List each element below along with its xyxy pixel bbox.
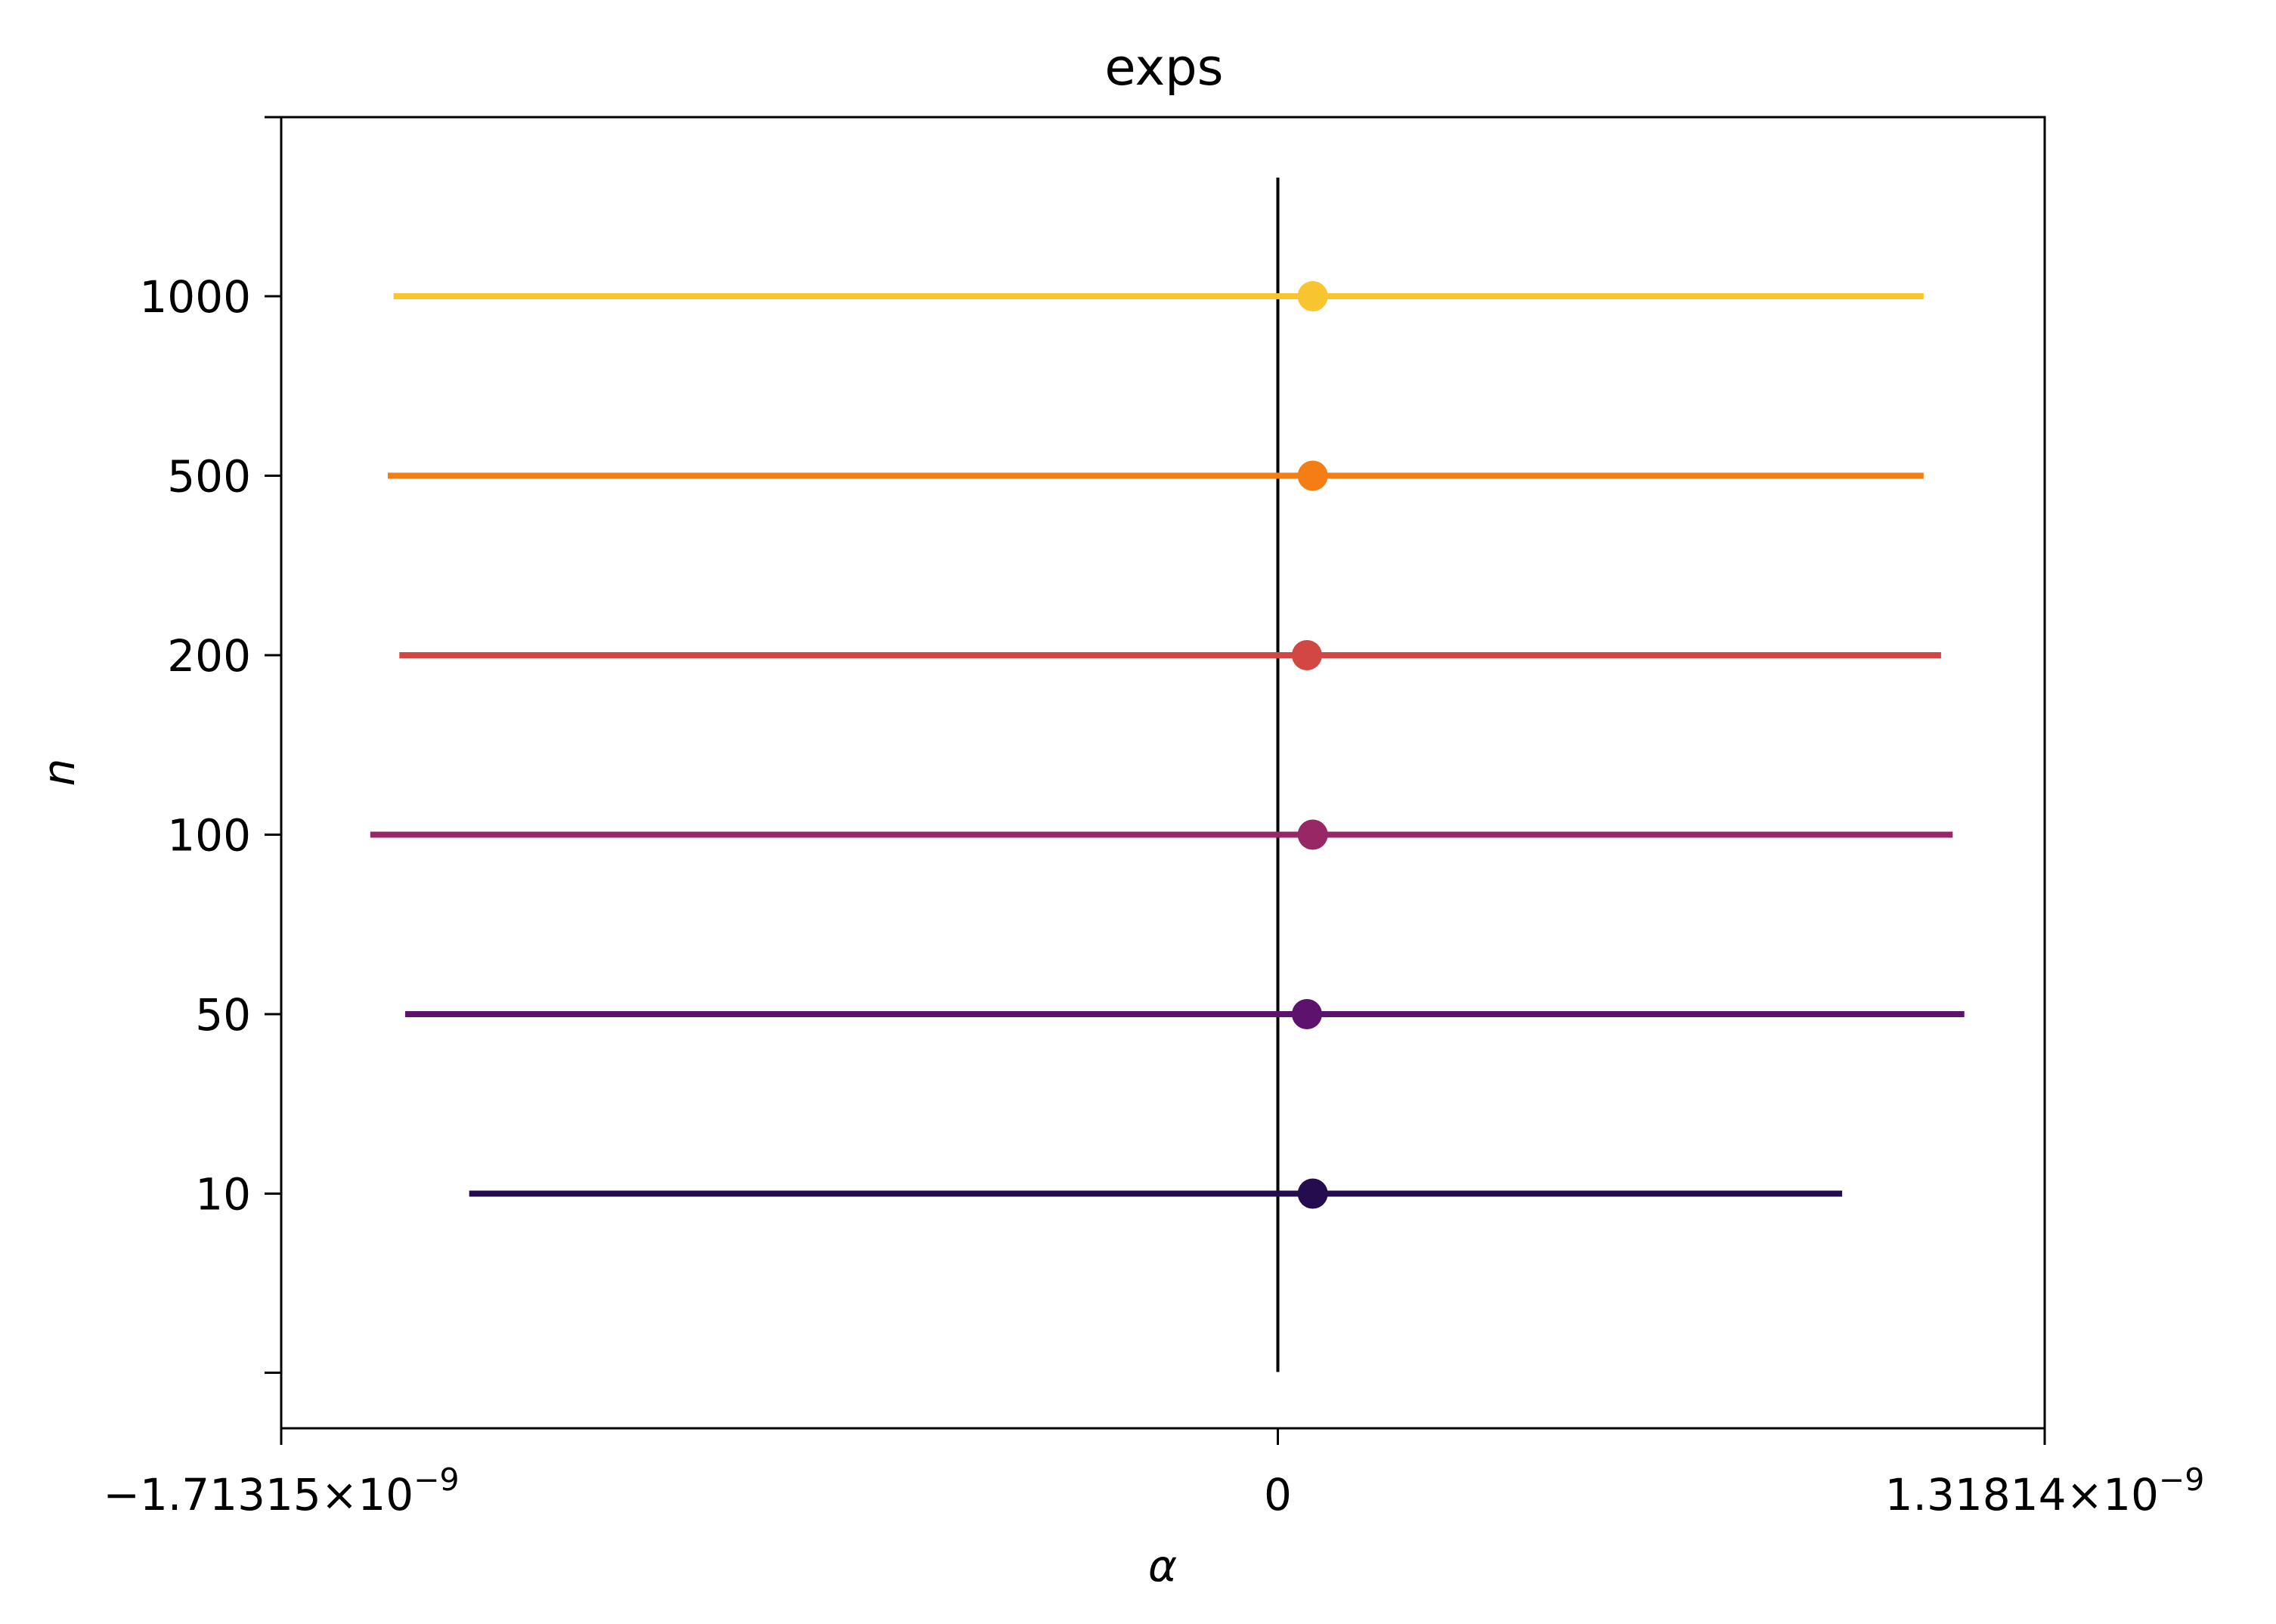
x-tick-label: 0 (1264, 1469, 1292, 1520)
y-tick-label: 10 (195, 1169, 251, 1220)
y-axis: 10 50 100 200 500 1000 (139, 116, 281, 1374)
plot-content (370, 178, 1965, 1372)
y-tick-label: 50 (195, 989, 251, 1041)
y-tick-label: 200 (167, 630, 251, 682)
center-point-50 (1291, 999, 1322, 1029)
center-point-100 (1297, 819, 1328, 850)
y-axis-title: n (33, 759, 85, 787)
chart-title: exps (1104, 38, 1223, 97)
x-tick-label: 1.31814×10−9 (1885, 1462, 2205, 1520)
plot-frame (280, 116, 2046, 1430)
center-point-200 (1291, 640, 1322, 670)
center-point-1000 (1297, 281, 1328, 311)
x-axis: −1.71315×10−9 0 1.31814×10−9 (103, 1428, 2204, 1520)
y-tick-label: 1000 (139, 271, 251, 323)
x-axis-title: α (1148, 1540, 1177, 1592)
y-tick-label: 500 (167, 451, 251, 503)
x-tick-label: −1.71315×10−9 (103, 1462, 459, 1520)
y-tick-label: 100 (167, 810, 251, 861)
center-point-10 (1297, 1178, 1328, 1209)
center-point-500 (1297, 460, 1328, 491)
